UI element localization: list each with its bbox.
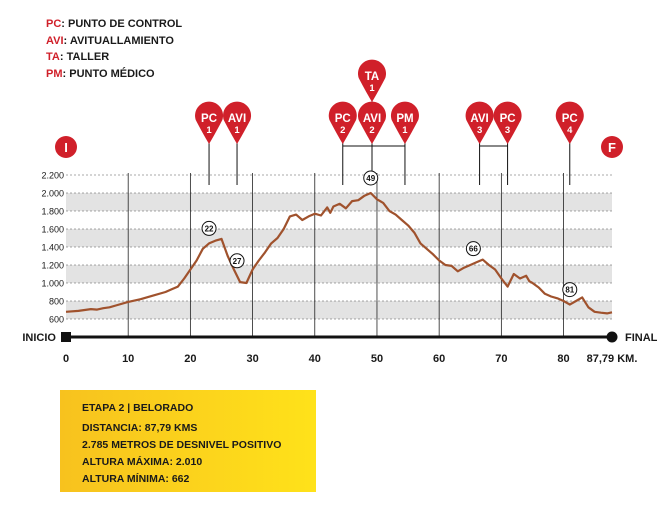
- stage-info-box: ETAPA 2 | BELORADO DISTANCIA: 87,79 KMS …: [60, 390, 316, 492]
- pin-number: 1: [369, 83, 375, 94]
- x-tick-label: 10: [122, 353, 134, 365]
- pin-code: TA: [365, 71, 379, 83]
- pin-code: AVI: [470, 113, 488, 125]
- y-tick-label: 2.000: [41, 189, 64, 199]
- x-tick-label: 30: [246, 353, 258, 365]
- start-label: INICIO: [22, 332, 56, 344]
- stage-name: ETAPA 2 | BELORADO: [82, 402, 194, 414]
- legend-code: PM: [46, 67, 63, 80]
- legend-label: TALLER: [66, 51, 110, 63]
- pin-number: 3: [477, 125, 482, 136]
- grid-band: [66, 301, 612, 319]
- pin-number: 2: [340, 125, 345, 136]
- map-pin-icon: TA1: [357, 59, 386, 102]
- pin-number: 1: [402, 125, 408, 136]
- pin-shape: [493, 101, 522, 144]
- endpoint-label: F: [608, 140, 616, 155]
- x-end-label: 87,79 KM.: [587, 353, 638, 365]
- y-tick-label: 1.400: [41, 243, 64, 253]
- pin-number: 1: [206, 125, 212, 136]
- pin-shape: [328, 101, 357, 144]
- finish-label: FINAL: [625, 332, 658, 344]
- finish-marker: [601, 136, 623, 158]
- pin-code: PC: [500, 113, 516, 125]
- pin-shape: [555, 101, 584, 144]
- milestone-bubble: [229, 253, 245, 269]
- x-tick-label: 60: [433, 353, 445, 365]
- grid-band: [66, 229, 612, 247]
- legend-code: PC: [46, 18, 62, 30]
- legend-item-pm: PM: PUNTO MÉDICO: [46, 67, 155, 80]
- pin-code: PC: [335, 113, 351, 125]
- x-tick-label: 0: [63, 353, 69, 365]
- pin-code: PC: [562, 113, 578, 125]
- stage-distance: DISTANCIA: 87,79 KMS: [82, 422, 198, 434]
- milestone-label: 66: [469, 245, 478, 254]
- pin-shape: [195, 101, 224, 144]
- start-square: [61, 332, 71, 342]
- legend-code: AVI: [46, 34, 64, 47]
- elevation-profile-line: [65, 191, 613, 315]
- pin-shape: [357, 101, 386, 144]
- x-tick-label: 80: [557, 353, 569, 365]
- finish-dot: [606, 331, 618, 343]
- y-tick-label: 1.200: [41, 261, 64, 271]
- stage-elevation-gain: 2.785 METROS DE DESNIVEL POSITIVO: [82, 439, 282, 451]
- pin-shape: [465, 101, 494, 144]
- legend: PC: PUNTO DE CONTROL AVI: AVITUALLAMIENT…: [46, 16, 182, 82]
- milestone-label: 49: [366, 174, 375, 183]
- grid-band: [66, 265, 612, 283]
- pin-shape: [390, 101, 419, 144]
- legend-label: PUNTO MÉDICO: [69, 67, 155, 80]
- y-tick-label: 1.600: [41, 225, 64, 235]
- x-tick-label: 70: [495, 353, 507, 365]
- pin-code: AVI: [228, 113, 246, 125]
- y-tick-label: 1.000: [41, 279, 64, 289]
- legend-item-ta: TA: TALLER: [46, 51, 110, 63]
- grid-band: [66, 193, 612, 211]
- pin-code: AVI: [363, 113, 381, 125]
- milestone-label: 27: [233, 257, 242, 266]
- map-pin-icon: PM1: [390, 101, 419, 144]
- pin-shape: [357, 59, 386, 102]
- stage-max-altitude: ALTURA MÁXIMA: 2.010: [82, 456, 203, 468]
- milestone-bubble: [562, 282, 578, 298]
- y-tick-label: 600: [49, 315, 64, 325]
- legend-item-avi: AVI: AVITUALLAMIENTO: [46, 34, 174, 47]
- y-tick-label: 1.800: [41, 207, 64, 217]
- legend-item-pc: PC: PUNTO DE CONTROL: [46, 18, 183, 30]
- map-pin-icon: PC2: [328, 101, 357, 144]
- legend-code: TA: [46, 51, 60, 63]
- x-tick-label: 50: [371, 353, 383, 365]
- legend-label: PUNTO DE CONTROL: [68, 18, 183, 30]
- milestone-label: 22: [205, 224, 214, 233]
- endpoint-label: I: [64, 140, 68, 155]
- x-tick-label: 40: [309, 353, 321, 365]
- y-tick-label: 800: [49, 297, 64, 307]
- milestone-bubble: [363, 170, 379, 186]
- start-marker: [55, 136, 77, 158]
- pin-number: 1: [234, 125, 240, 136]
- milestone-label: 81: [565, 286, 574, 295]
- pin-code: PC: [201, 113, 217, 125]
- pin-code: PM: [396, 113, 413, 125]
- x-tick-label: 20: [184, 353, 196, 365]
- milestone-bubble: [465, 241, 481, 257]
- milestone-bubble: [201, 220, 217, 236]
- map-pin-icon: PC1: [195, 101, 224, 144]
- legend-label: AVITUALLAMIENTO: [69, 34, 174, 47]
- stage-min-altitude: ALTURA MÍNIMA: 662: [82, 473, 190, 485]
- pin-shape: [223, 101, 252, 144]
- y-tick-label: 2.200: [41, 171, 64, 181]
- pin-number: 3: [505, 125, 510, 136]
- map-pin-icon: PC3: [493, 101, 522, 144]
- pin-number: 4: [567, 125, 573, 136]
- map-pin-icon: PC4: [555, 101, 584, 144]
- pin-number: 2: [369, 125, 374, 136]
